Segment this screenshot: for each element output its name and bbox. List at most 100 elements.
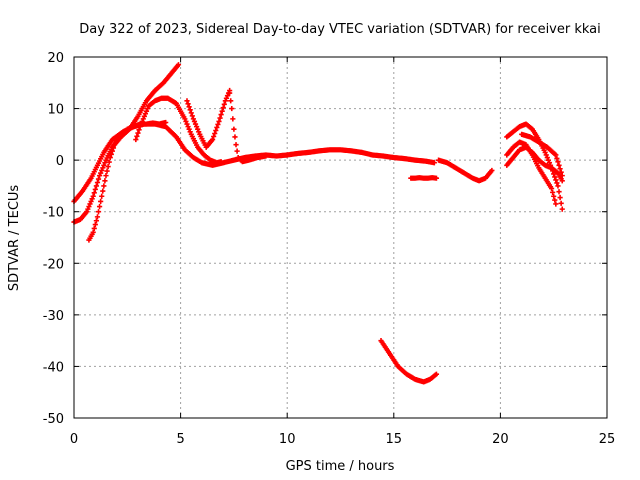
data-point bbox=[555, 183, 561, 189]
data-point bbox=[135, 130, 141, 136]
x-tick-label: 10 bbox=[279, 432, 296, 447]
x-tick-label: 0 bbox=[70, 432, 78, 447]
data-point bbox=[554, 155, 560, 162]
data-point bbox=[215, 121, 221, 128]
data-point bbox=[184, 98, 190, 104]
series-track-8 bbox=[408, 175, 440, 181]
x-axis-label: GPS time / hours bbox=[286, 459, 395, 474]
data-point bbox=[233, 142, 239, 148]
data-point bbox=[554, 180, 560, 186]
data-point bbox=[214, 124, 220, 131]
data-point bbox=[555, 159, 561, 165]
data-point bbox=[91, 225, 97, 232]
data-point bbox=[95, 176, 102, 182]
data-point bbox=[433, 371, 440, 377]
data-point bbox=[553, 177, 559, 183]
data-point bbox=[556, 162, 562, 168]
y-tick-label: 10 bbox=[47, 103, 64, 118]
series-track-9 bbox=[378, 338, 440, 385]
series-track-7 bbox=[284, 147, 437, 166]
data-point bbox=[216, 118, 222, 125]
data-point bbox=[133, 136, 139, 143]
data-point bbox=[101, 183, 107, 189]
data-point bbox=[95, 209, 102, 215]
data-point bbox=[102, 178, 108, 184]
data-point bbox=[558, 169, 564, 175]
series-track-10 bbox=[435, 157, 495, 184]
data-point bbox=[103, 173, 109, 179]
data-point bbox=[94, 179, 101, 186]
data-point bbox=[219, 108, 225, 114]
chart-title: Day 322 of 2023, Sidereal Day-to-day VTE… bbox=[79, 22, 601, 37]
data-point bbox=[93, 183, 99, 189]
data-points bbox=[71, 62, 565, 385]
data-point bbox=[213, 127, 219, 134]
data-point bbox=[92, 186, 98, 192]
data-point bbox=[553, 201, 559, 207]
data-point bbox=[211, 133, 217, 140]
data-point bbox=[548, 185, 555, 192]
data-point bbox=[134, 133, 140, 139]
series-track-5 bbox=[184, 87, 233, 150]
data-point bbox=[217, 115, 223, 121]
data-point bbox=[232, 134, 238, 140]
data-point bbox=[212, 130, 218, 137]
data-point bbox=[186, 104, 192, 110]
data-point bbox=[559, 206, 565, 212]
y-tick-label: 0 bbox=[56, 154, 64, 169]
data-point bbox=[552, 197, 558, 203]
y-tick-label: 20 bbox=[47, 51, 64, 66]
data-point bbox=[136, 127, 142, 133]
data-point bbox=[553, 152, 559, 158]
grid-lines bbox=[74, 57, 607, 418]
data-point bbox=[90, 193, 96, 199]
data-point bbox=[431, 160, 437, 166]
data-point bbox=[552, 174, 558, 180]
data-point bbox=[556, 189, 562, 195]
y-tick-label: -30 bbox=[43, 309, 64, 324]
data-point bbox=[263, 153, 269, 159]
data-point bbox=[93, 218, 99, 224]
data-point bbox=[175, 62, 182, 68]
data-point bbox=[109, 148, 115, 154]
data-point bbox=[100, 188, 106, 194]
y-tick-label: -20 bbox=[43, 257, 64, 272]
x-tick-label: 5 bbox=[176, 432, 184, 447]
series-track-4 bbox=[133, 95, 224, 166]
data-point bbox=[227, 90, 233, 96]
plot-frame bbox=[73, 56, 608, 419]
data-point bbox=[106, 159, 112, 165]
data-point bbox=[231, 126, 237, 132]
data-point bbox=[220, 105, 226, 111]
tick-labels: 0 5 10 15 20 25 -50 -40 -30 -20 -10 0 10 20 bbox=[43, 51, 616, 447]
data-point bbox=[230, 116, 236, 122]
y-tick-label: -50 bbox=[43, 412, 64, 427]
data-point bbox=[91, 190, 97, 196]
data-point bbox=[209, 136, 216, 143]
data-point bbox=[104, 168, 110, 174]
data-point bbox=[229, 105, 235, 112]
data-point bbox=[557, 166, 563, 172]
x-tick-label: 25 bbox=[599, 432, 616, 447]
data-point bbox=[234, 148, 240, 154]
data-point bbox=[98, 198, 104, 204]
data-point bbox=[228, 98, 234, 104]
series-track-6 bbox=[227, 90, 269, 165]
data-point bbox=[489, 167, 495, 174]
y-tick-label: -10 bbox=[43, 206, 64, 221]
data-point bbox=[99, 193, 105, 199]
data-point bbox=[185, 101, 191, 107]
series-track-14 bbox=[519, 131, 565, 179]
y-tick-label: -40 bbox=[43, 360, 64, 375]
y-axis-label: SDTVAR / TECUs bbox=[7, 185, 22, 292]
data-point bbox=[107, 154, 113, 161]
data-point bbox=[550, 189, 556, 195]
x-tick-label: 15 bbox=[386, 432, 403, 447]
data-point bbox=[218, 159, 224, 165]
data-point bbox=[90, 229, 96, 235]
data-point bbox=[105, 163, 111, 170]
data-point bbox=[559, 178, 565, 184]
data-point bbox=[187, 107, 193, 113]
